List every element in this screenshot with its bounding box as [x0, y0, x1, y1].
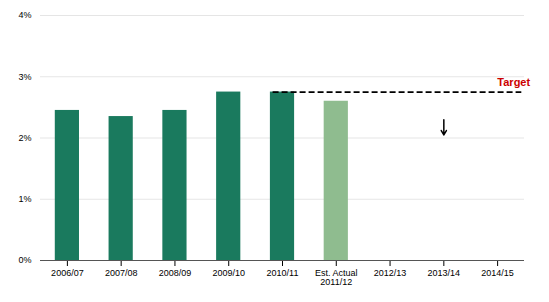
svg-text:2007/08: 2007/08 [105, 268, 138, 278]
svg-text:Est. Actual2011/12: Est. Actual2011/12 [315, 268, 358, 287]
svg-text:2014/15: 2014/15 [481, 268, 514, 278]
svg-text:2008/09: 2008/09 [159, 268, 192, 278]
svg-text:2010/11: 2010/11 [267, 268, 299, 278]
svg-text:2%: 2% [18, 133, 31, 143]
svg-text:4%: 4% [18, 10, 31, 20]
svg-text:0%: 0% [18, 255, 31, 265]
svg-text:2009/10: 2009/10 [212, 268, 245, 278]
svg-text:2013/14: 2013/14 [428, 268, 461, 278]
svg-text:3%: 3% [18, 72, 31, 82]
svg-text:Target: Target [497, 76, 530, 88]
svg-text:1%: 1% [18, 194, 31, 204]
svg-text:2012/13: 2012/13 [374, 268, 407, 278]
svg-text:2006/07: 2006/07 [51, 268, 84, 278]
